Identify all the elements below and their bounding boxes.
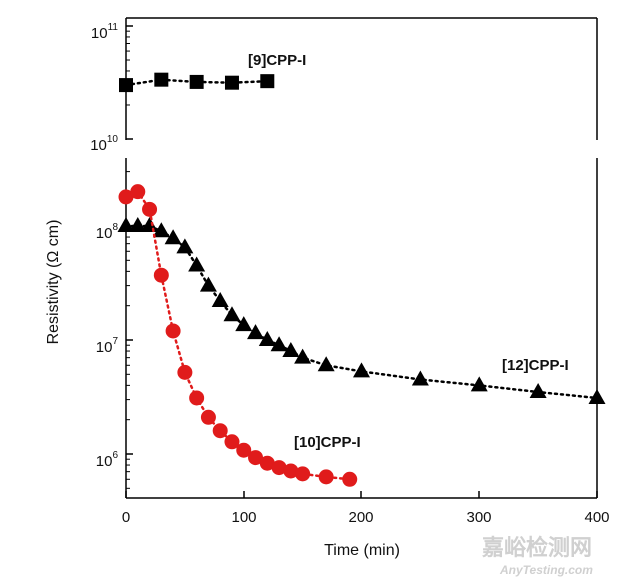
data-point-circle bbox=[130, 184, 146, 200]
data-point-circle bbox=[118, 189, 134, 205]
lower-y-tick-label: 107 bbox=[96, 336, 119, 356]
data-point-triangle bbox=[164, 229, 182, 245]
data-point-triangle bbox=[129, 217, 147, 232]
data-point-triangle bbox=[353, 362, 370, 378]
data-point-circle bbox=[212, 423, 228, 439]
data-point-circle bbox=[295, 466, 311, 482]
data-point-triangle bbox=[188, 256, 206, 272]
data-point-triangle bbox=[141, 217, 159, 232]
x-tick-label: 100 bbox=[231, 509, 256, 526]
data-point-circle bbox=[271, 460, 287, 476]
lower-panel: 108 107 106 bbox=[96, 158, 598, 499]
series-label-12cpp-i: [12]CPP-I bbox=[502, 357, 569, 374]
data-point-circle bbox=[177, 364, 193, 380]
data-point-triangle bbox=[270, 336, 288, 352]
data-point-triangle bbox=[282, 342, 300, 358]
data-point-triangle bbox=[235, 316, 253, 332]
data-point-triangle bbox=[176, 238, 194, 254]
data-point-square bbox=[154, 72, 169, 87]
data-point-triangle bbox=[317, 356, 335, 372]
series-label-10cpp-i: [10]CPP-I bbox=[294, 434, 361, 451]
data-point-triangle bbox=[223, 306, 241, 322]
upper-y-tick-label: 1010 bbox=[90, 134, 118, 154]
series-9cpp-i bbox=[119, 72, 275, 93]
x-tick-label: 400 bbox=[584, 509, 609, 526]
x-axis-title: Time (min) bbox=[324, 542, 400, 559]
watermark-text: 嘉峪检测网 bbox=[482, 535, 592, 561]
data-point-triangle bbox=[117, 217, 135, 232]
lower-y-tick-label: 106 bbox=[96, 450, 119, 470]
x-tick-label: 300 bbox=[466, 509, 491, 526]
data-point-circle bbox=[342, 471, 358, 487]
data-point-square bbox=[189, 74, 204, 89]
data-point-circle bbox=[200, 409, 216, 425]
series-10cpp-i bbox=[118, 184, 358, 487]
data-point-circle bbox=[153, 267, 169, 283]
data-point-triangle bbox=[470, 376, 488, 392]
data-point-triangle bbox=[258, 331, 276, 346]
data-point-triangle bbox=[588, 388, 606, 404]
series-label-9cpp-i: [9]CPP-I bbox=[248, 52, 306, 69]
data-point-triangle bbox=[411, 370, 429, 386]
data-point-triangle bbox=[529, 382, 547, 398]
watermark-url: AnyTesting.com bbox=[499, 563, 593, 577]
data-point-triangle bbox=[152, 222, 170, 238]
data-point-circle bbox=[248, 450, 264, 466]
series-12cpp-i bbox=[117, 217, 606, 404]
upper-panel: 1011 1010 bbox=[90, 17, 598, 154]
data-point-circle bbox=[259, 455, 275, 471]
data-point-triangle bbox=[294, 348, 312, 364]
lower-y-tick-label: 108 bbox=[96, 222, 119, 242]
data-point-circle bbox=[224, 434, 240, 450]
x-tick-label: 0 bbox=[122, 509, 130, 526]
upper-y-tick-label: 1011 bbox=[91, 22, 119, 42]
data-point-square bbox=[224, 75, 239, 90]
data-point-circle bbox=[283, 463, 299, 479]
data-point-circle bbox=[318, 469, 334, 485]
y-axis-title: Resistivity (Ω cm) bbox=[45, 220, 62, 345]
data-point-circle bbox=[236, 442, 252, 458]
data-point-triangle bbox=[247, 324, 265, 340]
data-point-square bbox=[119, 78, 133, 93]
data-point-circle bbox=[165, 323, 181, 339]
x-axis-ticks: 0 100 200 300 400 bbox=[122, 491, 610, 526]
data-point-circle bbox=[189, 390, 205, 406]
data-point-circle bbox=[142, 201, 158, 217]
data-point-triangle bbox=[199, 276, 217, 292]
data-point-triangle bbox=[211, 291, 229, 307]
data-point-square bbox=[260, 74, 275, 89]
x-tick-label: 200 bbox=[348, 509, 373, 526]
